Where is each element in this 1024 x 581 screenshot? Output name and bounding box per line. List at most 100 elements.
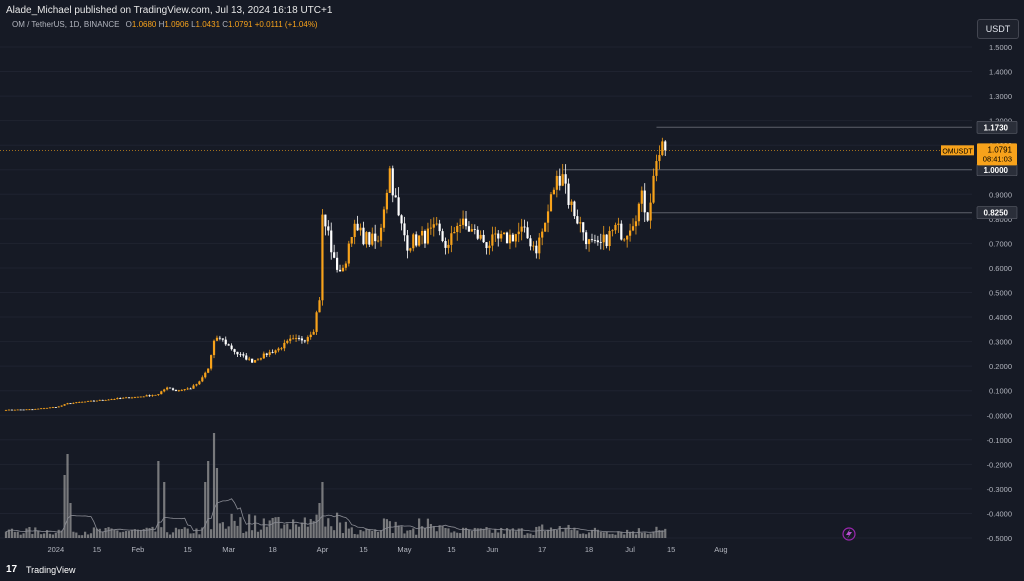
volume-bar	[4, 531, 8, 538]
candle-body	[391, 168, 394, 196]
volume-bar	[230, 513, 233, 538]
candle-body	[441, 231, 444, 241]
volume-bar	[51, 534, 54, 538]
candle-body	[549, 194, 553, 212]
currency-button[interactable]: USDT	[977, 19, 1019, 39]
volume-bar	[388, 521, 391, 538]
volume-bar	[353, 533, 356, 538]
candle-body	[309, 334, 312, 338]
candle-body	[154, 394, 157, 396]
volume-bar	[251, 530, 254, 538]
volume-bar	[327, 518, 330, 538]
candle-body	[338, 269, 342, 272]
volume-bar	[617, 531, 620, 538]
lightning-icon[interactable]	[842, 527, 856, 541]
volume-bar	[40, 534, 43, 538]
candle-body	[130, 397, 134, 399]
candle-body	[544, 222, 547, 232]
volume-bar	[174, 527, 178, 538]
volume-bar	[461, 527, 465, 538]
volume-bar	[245, 531, 248, 538]
volume-bar	[248, 514, 251, 538]
volume-bar	[324, 526, 327, 538]
volume-bar	[236, 525, 239, 538]
volume-bar	[239, 517, 242, 538]
volume-bar	[435, 531, 438, 538]
candle-body	[245, 355, 248, 360]
volume-bar	[473, 527, 476, 538]
candle-body	[520, 226, 523, 232]
volume-bar	[558, 526, 561, 538]
candle-body	[253, 360, 257, 363]
volume-bar	[593, 527, 597, 538]
volume-bar	[555, 529, 558, 538]
candle-body	[453, 231, 456, 234]
y-tick-label: -0.0000	[987, 411, 1012, 420]
volume-bar	[646, 534, 649, 538]
candle-body	[133, 397, 137, 398]
x-tick-label: 2024	[47, 545, 64, 554]
volume-bar	[511, 528, 514, 538]
candle-body	[377, 240, 380, 242]
tradingview-footer[interactable]: 17 TradingView	[4, 562, 124, 578]
candle-body	[280, 348, 283, 350]
candle-body	[256, 359, 260, 361]
volume-bar	[274, 517, 277, 538]
candle-body	[564, 174, 567, 184]
volume-bar	[54, 532, 57, 538]
candle-body	[479, 234, 482, 239]
candle-body	[661, 141, 664, 156]
candle-body	[476, 229, 479, 239]
candle-body	[514, 234, 517, 242]
candle-body	[412, 234, 415, 249]
volume-bar	[34, 527, 37, 538]
candle-body	[259, 358, 263, 360]
candle-body	[145, 395, 148, 397]
volume-bar	[259, 529, 263, 538]
volume-bar	[75, 532, 78, 538]
volume-bar	[37, 530, 40, 538]
volume-bar	[432, 526, 435, 538]
candle-body	[397, 197, 400, 216]
candle-body	[265, 353, 268, 355]
candle-body	[596, 240, 599, 243]
volume-bar	[160, 527, 163, 538]
candle-body	[327, 226, 330, 231]
volume-bar	[374, 529, 377, 538]
candle-body	[107, 399, 110, 401]
y-tick-label: 0.4000	[989, 313, 1012, 322]
candle-body	[620, 223, 623, 240]
volume-bar	[409, 530, 412, 538]
volume-bar	[154, 531, 157, 538]
volume-bar	[22, 533, 25, 538]
volume-bar	[42, 533, 46, 538]
volume-bar	[28, 527, 31, 538]
candle-body	[78, 402, 81, 403]
candle-body	[365, 232, 368, 245]
candle-body	[210, 355, 213, 369]
candle-body	[22, 409, 25, 411]
volume-bar	[564, 527, 567, 538]
volume-bar	[13, 531, 16, 538]
candle-body	[119, 398, 122, 399]
candle-body	[204, 372, 207, 378]
volume-bar	[312, 521, 315, 538]
candle-body	[151, 395, 154, 397]
candle-body	[388, 168, 391, 193]
volume-bar	[655, 526, 658, 538]
x-tick-label: 15	[359, 545, 367, 554]
volume-bar	[262, 518, 265, 538]
last-price-value: 1.0791	[988, 145, 1013, 154]
candle-body	[324, 214, 327, 227]
candle-body	[341, 267, 345, 272]
candle-body	[470, 229, 473, 232]
volume-bar	[503, 533, 506, 538]
x-axis: 18 2024 15 Feb 15 Mar 18 Apr 15 May 15 Jun 17 Jul 15 Au…	[47, 545, 727, 554]
candle-body	[500, 234, 503, 239]
ohlc-high: 1.0906	[164, 20, 189, 29]
candle-body	[230, 345, 233, 350]
candle-body	[649, 202, 652, 221]
x-tick-label: Apr	[317, 545, 329, 554]
x-tick-label: 17	[538, 545, 546, 554]
